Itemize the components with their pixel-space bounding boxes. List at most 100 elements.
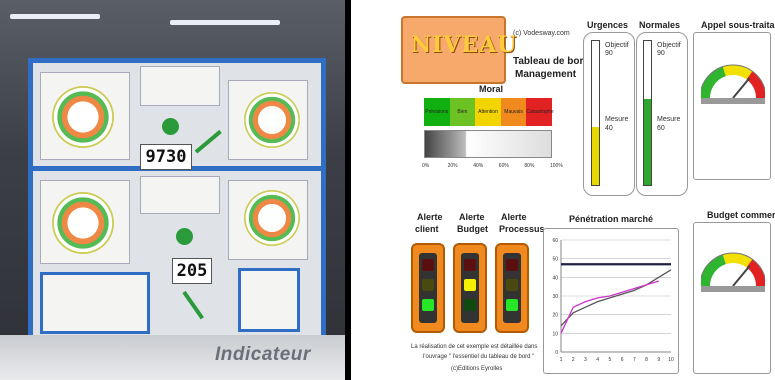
gauge-band	[746, 71, 765, 99]
info-panel	[140, 66, 220, 106]
gauge-base	[701, 286, 765, 292]
moral-tick-label: 80%	[524, 163, 535, 169]
gauge-band	[722, 253, 753, 268]
info-panel	[140, 176, 220, 214]
moral-tick-label: 40%	[473, 163, 484, 169]
normales-label: Normales	[639, 20, 681, 30]
gauge-band	[746, 259, 765, 287]
footnote-line3: (c)Editions Eyrolles	[451, 366, 503, 372]
board-frame	[28, 58, 326, 63]
photo-gauge	[244, 190, 300, 246]
moral-segment: Mauvais	[500, 98, 527, 126]
alert-title-line2: client	[415, 224, 439, 234]
moral-tick-label: 60%	[498, 163, 509, 169]
appel-gauge	[701, 64, 765, 104]
dashboard-title-line1: Tableau de bord	[513, 56, 590, 67]
y-tick-label: 30	[552, 294, 558, 300]
traffic-light-body	[503, 253, 521, 323]
moral-tick-label: 100%	[550, 163, 563, 169]
traffic-lamp	[422, 299, 434, 311]
alert-title-line2: Budget	[457, 224, 488, 234]
alert-title-line2: Processus	[499, 224, 545, 234]
traffic-light-body	[461, 253, 479, 323]
traffic-light	[453, 243, 487, 333]
moral-measure-bar	[424, 130, 552, 158]
penetration-panel	[543, 228, 679, 374]
normales-thermometer	[643, 40, 652, 186]
scroll-title: NIVEAU	[411, 32, 518, 58]
x-tick-label: 5	[608, 357, 611, 363]
gauge-base	[701, 98, 765, 104]
traffic-light	[495, 243, 529, 333]
photo-counter: 9730	[140, 144, 192, 170]
x-tick-label: 1	[560, 357, 563, 363]
moral-tick-label: 20%	[447, 163, 458, 169]
title-scroll: NIVEAU	[401, 16, 517, 84]
moral-segment: Prévisions	[424, 98, 450, 126]
gauge-rim	[701, 64, 765, 93]
traffic-lamp	[422, 279, 434, 291]
board-photo: 9730 205 Indicateur	[0, 0, 345, 380]
gauge-band	[701, 66, 727, 99]
ceiling-light	[10, 14, 100, 19]
y-tick-label: 0	[555, 350, 558, 356]
photo-gauge	[244, 92, 300, 148]
traffic-lamp	[506, 259, 518, 271]
y-tick-label: 20	[552, 313, 558, 319]
traffic-lamp	[464, 259, 476, 271]
normales-mesure-label: Mesure	[657, 116, 681, 123]
budget-commercial-panel	[693, 222, 771, 374]
board-frame	[28, 58, 33, 358]
urgences-mesure-label: Mesure	[605, 116, 629, 123]
dashboard-title-line2: Management	[515, 69, 577, 80]
moral-tick-label: 0%	[422, 163, 430, 169]
urgences-objectif-label: Objectif	[605, 42, 629, 49]
traffic-lamp	[506, 299, 518, 311]
ceiling-light	[170, 20, 280, 25]
traffic-lamp	[506, 279, 518, 291]
photo-caption: Indicateur	[215, 344, 311, 365]
series-line	[560, 269, 672, 327]
x-tick-label: 3	[584, 357, 587, 363]
alert-title-line1: Alerte	[417, 212, 443, 222]
y-tick-label: 60	[552, 238, 558, 244]
smiley-icon	[162, 118, 179, 135]
x-tick-label: 2	[572, 357, 575, 363]
alert-title-line1: Alerte	[459, 212, 485, 222]
alert-title-line1: Alerte	[501, 212, 527, 222]
y-tick-label: 50	[552, 257, 558, 263]
series-line	[560, 280, 659, 334]
y-tick-label: 40	[552, 275, 558, 281]
x-tick-label: 4	[596, 357, 599, 363]
x-tick-label: 7	[633, 357, 636, 363]
urgences-objectif-value: 90	[605, 50, 613, 57]
x-tick-label: 10	[668, 357, 674, 363]
appel-label: Appel sous-traitance	[701, 20, 775, 30]
normales-fill	[644, 98, 651, 185]
moral-segment: Attention	[475, 98, 501, 126]
urgences-mesure-value: 40	[605, 125, 613, 132]
notice-panel	[238, 268, 300, 332]
footnote-line1: La réalisation de cet exemple est détail…	[411, 344, 538, 350]
moral-segment: Catastrophe	[526, 98, 554, 126]
photo-counter: 205	[172, 258, 212, 284]
floor	[0, 335, 345, 380]
photo-gauge	[52, 192, 114, 254]
moral-label: Moral	[479, 84, 504, 94]
board-frame	[321, 58, 326, 358]
budget-commercial-gauge	[701, 252, 765, 292]
traffic-lamp	[464, 279, 476, 291]
traffic-light	[411, 243, 445, 333]
urgences-fill	[592, 127, 599, 185]
appel-panel	[693, 32, 771, 180]
x-tick-label: 8	[645, 357, 648, 363]
urgences-thermometer	[591, 40, 600, 186]
gauge-needle	[732, 265, 751, 287]
normales-objectif-label: Objectif	[657, 42, 681, 49]
smiley-icon	[176, 228, 193, 245]
traffic-lamp	[464, 299, 476, 311]
penetration-chart: 0 10 20 30 40 50 60 1 2 3 4 5 6 7 8 9 10	[552, 238, 674, 363]
divider	[345, 0, 351, 380]
y-tick-label: 10	[552, 331, 558, 337]
normales-mesure-value: 60	[657, 125, 665, 132]
